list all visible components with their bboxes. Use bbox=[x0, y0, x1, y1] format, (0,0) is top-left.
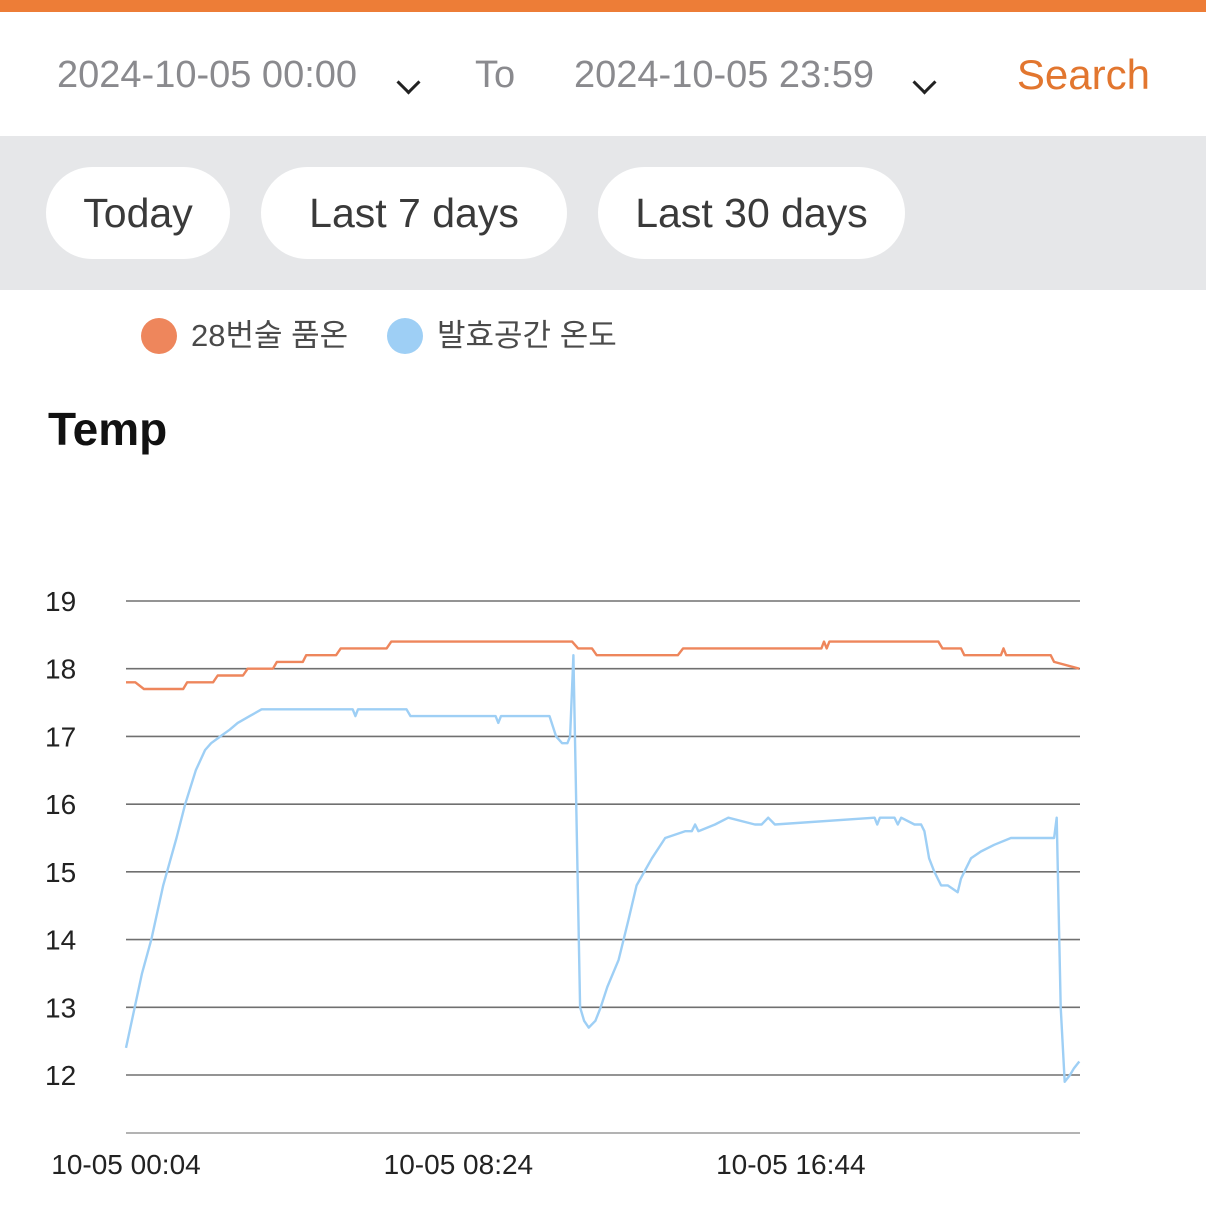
chart-title: Temp bbox=[48, 403, 168, 455]
series-line-2 bbox=[124, 653, 1081, 1083]
date-range-bar: 2024-10-05 00:00 To 2024-10-05 23:59 Sea… bbox=[0, 12, 1206, 136]
y-tick-label: 19 bbox=[45, 586, 76, 617]
quick-range-bar: Today Last 7 days Last 30 days bbox=[0, 136, 1206, 290]
x-tick-label: 10-05 00:04 bbox=[51, 1149, 200, 1180]
legend-swatch bbox=[141, 318, 177, 354]
x-tick-label: 10-05 08:24 bbox=[384, 1149, 533, 1180]
y-tick-label: 12 bbox=[45, 1060, 76, 1091]
legend-swatch bbox=[387, 318, 423, 354]
to-datetime-select[interactable]: 2024-10-05 23:59 bbox=[574, 54, 875, 96]
last-7-days-button[interactable]: Last 7 days bbox=[261, 167, 567, 259]
y-tick-label: 17 bbox=[45, 721, 76, 752]
top-accent-bar bbox=[0, 0, 1206, 12]
x-tick-label: 10-05 16:44 bbox=[716, 1149, 865, 1180]
today-button[interactable]: Today bbox=[46, 167, 230, 259]
y-tick-label: 14 bbox=[45, 925, 76, 956]
series-line-1 bbox=[126, 640, 1080, 691]
chevron-down-icon[interactable] bbox=[396, 70, 421, 95]
to-label: To bbox=[475, 54, 516, 96]
from-datetime-select[interactable]: 2024-10-05 00:00 bbox=[57, 54, 358, 96]
chevron-down-icon[interactable] bbox=[912, 70, 937, 95]
last-30-days-button[interactable]: Last 30 days bbox=[598, 167, 905, 259]
y-tick-label: 15 bbox=[45, 857, 76, 888]
legend-label: 28번술 품온 bbox=[191, 318, 349, 353]
y-tick-label: 18 bbox=[45, 654, 76, 685]
y-tick-label: 13 bbox=[45, 992, 76, 1023]
search-button[interactable]: Search bbox=[1016, 51, 1150, 98]
temperature-line-chart: 12 13 14 15 16 17 18 19 10-05 00:04 10-05 08:24 10… bbox=[45, 586, 1081, 1180]
legend-label: 발효공간 온도 bbox=[437, 318, 617, 353]
y-tick-label: 16 bbox=[45, 789, 76, 820]
